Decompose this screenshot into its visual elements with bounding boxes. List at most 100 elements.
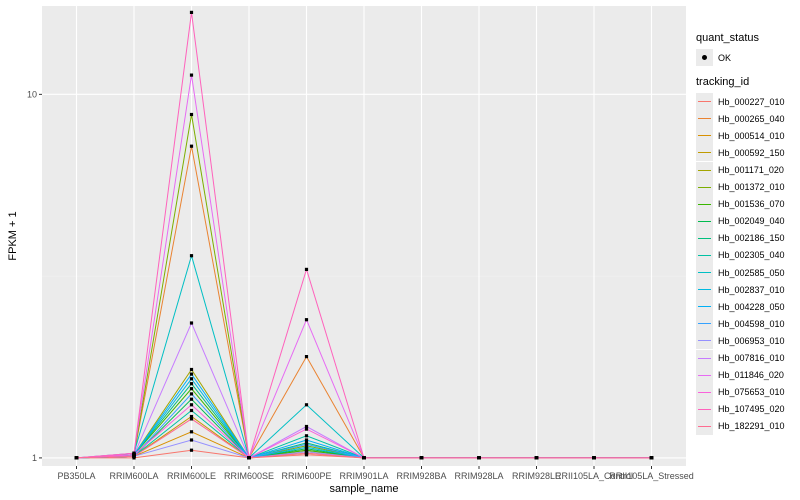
- legend-label: Hb_011846_020: [718, 370, 784, 381]
- legend-line-swatch: [698, 306, 711, 308]
- data-point: [304, 318, 309, 322]
- legend-label: Hb_002837_010: [718, 284, 785, 295]
- data-point: [247, 456, 251, 460]
- legend-item: Hb_011846_020: [696, 366, 796, 384]
- legend-title-tracking-id: tracking_id: [696, 76, 750, 89]
- data-point: [304, 438, 309, 442]
- legend-label-ok: OK: [718, 52, 732, 63]
- data-point: [189, 254, 194, 258]
- legend-label: Hb_007816_010: [718, 353, 785, 364]
- legend-key: [696, 246, 713, 264]
- legend-item: Hb_000514_010: [696, 127, 796, 145]
- legend-line-swatch: [698, 203, 711, 205]
- legend-item: Hb_002585_050: [696, 264, 796, 282]
- legend: quant_status OK tracking_id Hb_000227_01…: [696, 32, 796, 435]
- x-tick-label: PB350LA: [57, 471, 95, 481]
- y-axis-title: FPKM + 1: [7, 211, 19, 260]
- legend-item: Hb_002186_150: [696, 229, 796, 247]
- data-point: [189, 382, 194, 386]
- data-point: [649, 456, 654, 460]
- x-tick-label: RRII105LA_Control: [555, 471, 633, 481]
- legend-label: Hb_006953_010: [718, 335, 785, 346]
- legend-title-quant-status: quant_status: [696, 32, 759, 44]
- legend-line-swatch: [698, 237, 711, 239]
- legend-key: [696, 298, 713, 316]
- data-point: [304, 434, 309, 438]
- legend-key: [696, 161, 713, 179]
- legend-item: Hb_107495_020: [696, 400, 796, 418]
- x-tick-label: RRIM901LA: [339, 471, 388, 481]
- legend-key: [696, 195, 713, 213]
- data-point: [74, 456, 79, 460]
- legend-line-swatch: [698, 186, 711, 188]
- legend-item: Hb_000265_040: [696, 110, 796, 128]
- data-point: [304, 445, 309, 449]
- data-point: [362, 456, 366, 460]
- legend-items: Hb_000227_010 Hb_000265_040 Hb_000514_010 H…: [696, 93, 796, 435]
- legend-label: Hb_002585_050: [718, 267, 785, 278]
- data-point: [419, 456, 424, 460]
- data-point: [304, 403, 309, 407]
- legend-item: Hb_002305_040: [696, 246, 796, 264]
- x-axis-ticks: PB350LA RRIM600LA RRIM600LE RRIM600SE RRIM60…: [57, 466, 694, 481]
- legend-item: Hb_001372_010: [696, 178, 796, 196]
- x-tick-label: RRIM928LA: [454, 471, 503, 481]
- legend-label: Hb_000514_010: [718, 130, 785, 141]
- legend-key: [696, 93, 713, 111]
- legend-line-swatch: [698, 254, 711, 256]
- legend-line-swatch: [698, 408, 711, 410]
- legend-key: [696, 400, 713, 418]
- legend-item: Hb_004598_010: [696, 315, 796, 333]
- data-point: [304, 267, 309, 271]
- x-tick-label: RRIM600PE: [281, 471, 331, 481]
- data-point: [189, 367, 194, 372]
- legend-label: Hb_075653_010: [718, 387, 785, 398]
- x-tick-label: RRIM600LA: [109, 471, 158, 481]
- data-point: [304, 424, 309, 429]
- legend-line-swatch: [698, 169, 711, 171]
- legend-label: Hb_001372_010: [718, 182, 785, 193]
- legend-item: Hb_000592_150: [696, 144, 796, 162]
- legend-item: Hb_001171_020: [696, 161, 796, 179]
- legend-key: [696, 178, 713, 196]
- data-point: [189, 372, 194, 376]
- legend-line-swatch: [698, 289, 711, 291]
- data-point: [189, 438, 194, 442]
- legend-item: Hb_002049_040: [696, 212, 796, 230]
- x-tick-label: RRIM600SE: [224, 471, 274, 481]
- x-axis-title: sample_name: [329, 483, 398, 495]
- x-tick-label: RRIM600LE: [167, 471, 216, 481]
- legend-key: [696, 366, 713, 384]
- legend-line-swatch: [698, 374, 711, 376]
- data-point: [189, 414, 194, 419]
- data-point: [189, 408, 194, 413]
- legend-label: Hb_004598_010: [718, 318, 785, 329]
- data-point: [189, 73, 194, 77]
- legend-item: Hb_001536_070: [696, 195, 796, 213]
- legend-key: [696, 110, 713, 128]
- legend-label: Hb_002049_040: [718, 216, 785, 227]
- legend-key: [696, 229, 713, 247]
- y-axis-ticks: 1 10: [27, 89, 42, 463]
- data-point: [477, 456, 481, 460]
- x-tick-label: RRIM928BA: [396, 471, 446, 481]
- legend-key: [696, 315, 713, 333]
- data-point: [592, 456, 596, 460]
- legend-key-point: [696, 49, 713, 67]
- legend-label: Hb_107495_020: [718, 404, 785, 415]
- data-point: [189, 377, 194, 381]
- legend-group-quant-status: quant_status OK: [696, 32, 796, 67]
- data-point: [189, 387, 194, 391]
- legend-line-swatch: [698, 101, 711, 103]
- data-point: [189, 144, 194, 148]
- legend-line-swatch: [698, 220, 711, 222]
- x-tick-label: RRIM928LE: [512, 471, 561, 481]
- legend-key: [696, 417, 713, 435]
- legend-label: Hb_000592_150: [718, 147, 785, 158]
- data-point: [189, 392, 194, 396]
- legend-label: Hb_000265_040: [718, 113, 785, 124]
- legend-item: Hb_004228_050: [696, 298, 796, 316]
- data-point: [189, 403, 194, 407]
- legend-key: [696, 144, 713, 162]
